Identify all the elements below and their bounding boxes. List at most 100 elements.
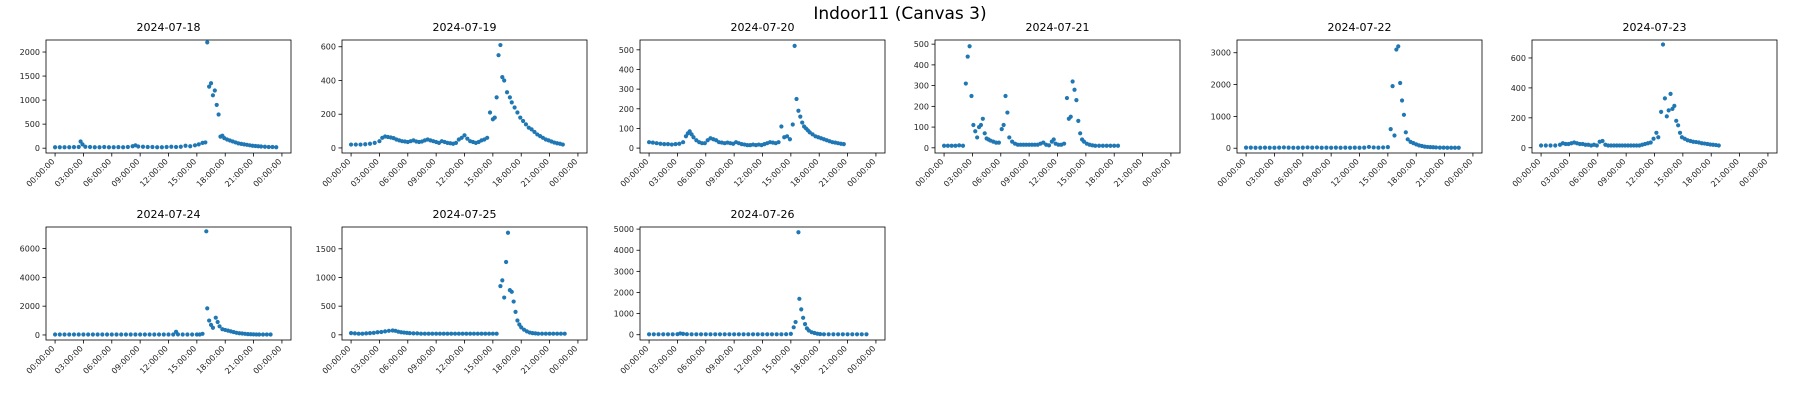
data-point [661,332,666,337]
data-point [383,329,388,334]
data-point [76,332,81,337]
y-tick-label: 300 [914,82,929,91]
data-point [650,140,655,145]
data-point [560,142,565,147]
data-point [689,332,694,337]
data-point [1553,143,1558,148]
data-point [656,332,661,337]
data-point [792,43,797,48]
data-point [670,332,675,337]
data-point [460,331,465,336]
data-point [708,332,713,337]
axes-frame [1236,39,1483,154]
x-tick-label: 15:00:00 [1055,157,1087,189]
subplot-title: 2024-07-21 [1026,21,1090,34]
data-point [1112,143,1117,148]
data-point [348,331,354,336]
data-point [445,331,450,336]
subplot-title: 2024-07-24 [137,208,201,221]
figure-title: Indoor11 (Canvas 3) [813,4,987,24]
x-tick-label: 12:00:00 [732,344,764,376]
data-point [434,331,439,336]
x-tick-label: 00:00:00 [548,157,580,189]
data-point [1115,143,1121,148]
data-point [1660,42,1666,47]
data-point [1319,145,1324,150]
y-tick-label: 400 [914,61,929,70]
data-point [486,331,492,336]
data-point [109,332,114,337]
data-point [468,331,473,336]
data-point [507,95,512,100]
y-tick-label: 200 [1511,114,1526,123]
x-tick-label: 09:00:00 [999,157,1031,189]
data-point [140,144,146,149]
data-point [963,81,968,86]
data-point [999,127,1004,132]
data-point [1104,143,1109,148]
data-point [268,332,273,337]
x-tick-label: 12:00:00 [138,344,170,376]
data-point [651,332,656,337]
y-tick-label: 2000 [1211,81,1231,90]
data-point [509,100,514,105]
data-point [407,331,412,336]
x-tick-label: 00:00:00 [1141,157,1173,189]
data-point [1399,98,1405,103]
x-tick-label: 12:00:00 [434,344,466,376]
data-point [1068,114,1073,119]
data-point [826,332,831,337]
x-tick-label: 09:00:00 [704,157,736,189]
data-point [371,330,376,335]
x-tick-label: 03:00:00 [942,157,974,189]
data-point [418,331,424,336]
axes-frame [45,226,292,341]
x-tick-label: 12:00:00 [138,157,170,189]
data-point [386,328,391,333]
data-point [1648,140,1653,145]
data-point [496,53,501,58]
data-point [133,332,138,337]
subplot-2024-07-20: 2024-07-20010020030040050000:00:0003:00:… [619,21,886,189]
data-point [76,144,81,150]
data-point [57,145,62,150]
x-tick-label: 00:00:00 [914,157,946,189]
x-tick-label: 06:00:00 [675,344,707,376]
data-point [1248,145,1253,150]
data-point [102,144,107,150]
data-point [169,144,174,149]
data-point [681,331,686,336]
data-point [205,40,210,45]
data-point [80,142,85,147]
data-point [204,229,209,234]
data-point [114,332,119,337]
data-point [203,140,208,145]
data-point [784,134,790,139]
data-point [1662,96,1667,101]
y-tick-label: 0 [1226,144,1231,153]
data-point [1664,114,1669,119]
data-point [1310,145,1315,150]
x-tick-label: 18:00:00 [789,157,821,189]
data-point [498,283,503,289]
data-point [1548,143,1553,148]
data-point [978,122,984,128]
x-tick-label: 06:00:00 [377,157,409,189]
data-point [116,145,121,150]
data-point [996,140,1001,145]
x-tick-label: 00:00:00 [25,157,57,189]
data-point [100,332,105,337]
data-point [207,318,212,323]
data-point [677,141,682,146]
data-point [95,332,100,337]
data-point [1385,145,1390,150]
data-point [1262,145,1268,150]
y-tick-label: 1000 [316,273,336,282]
data-point [536,331,541,336]
data-point [465,136,470,141]
data-point [156,332,162,337]
data-point [1456,145,1461,150]
data-point [1441,145,1446,150]
data-point [698,332,704,337]
data-point [1674,118,1679,123]
